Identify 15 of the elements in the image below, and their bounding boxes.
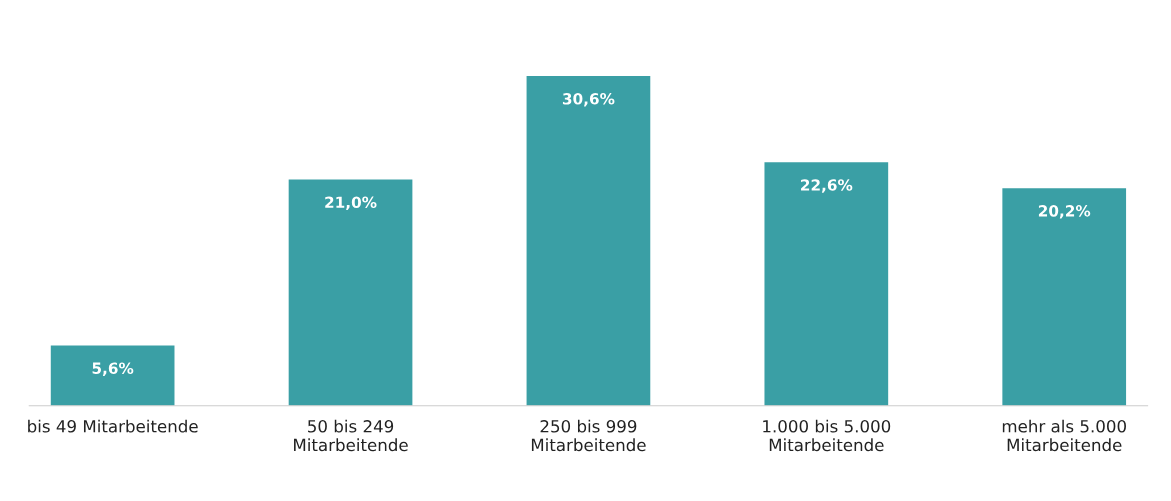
x-tick-label: 1.000 bis 5.000 Mitarbeitende (763, 419, 891, 452)
data-label: 21,0% (325, 196, 377, 210)
data-label: 20,2% (1038, 205, 1091, 219)
x-tick-label: mehr als 5.000 Mitarbeitende (1002, 419, 1126, 452)
bar (1002, 188, 1127, 406)
x-tick-label: 50 bis 249 Mitarbeitende (294, 419, 408, 452)
x-tick-label: 250 bis 999 Mitarbeitende (531, 419, 646, 452)
bar (764, 162, 889, 406)
x-tick-label: bis 49 Mitarbeitende (28, 419, 198, 433)
data-label: 30,6% (562, 93, 615, 107)
bar (288, 179, 413, 406)
data-label: 22,6% (801, 179, 853, 193)
data-label: 5,6% (92, 362, 134, 376)
bar (50, 345, 175, 406)
bar (526, 76, 651, 406)
